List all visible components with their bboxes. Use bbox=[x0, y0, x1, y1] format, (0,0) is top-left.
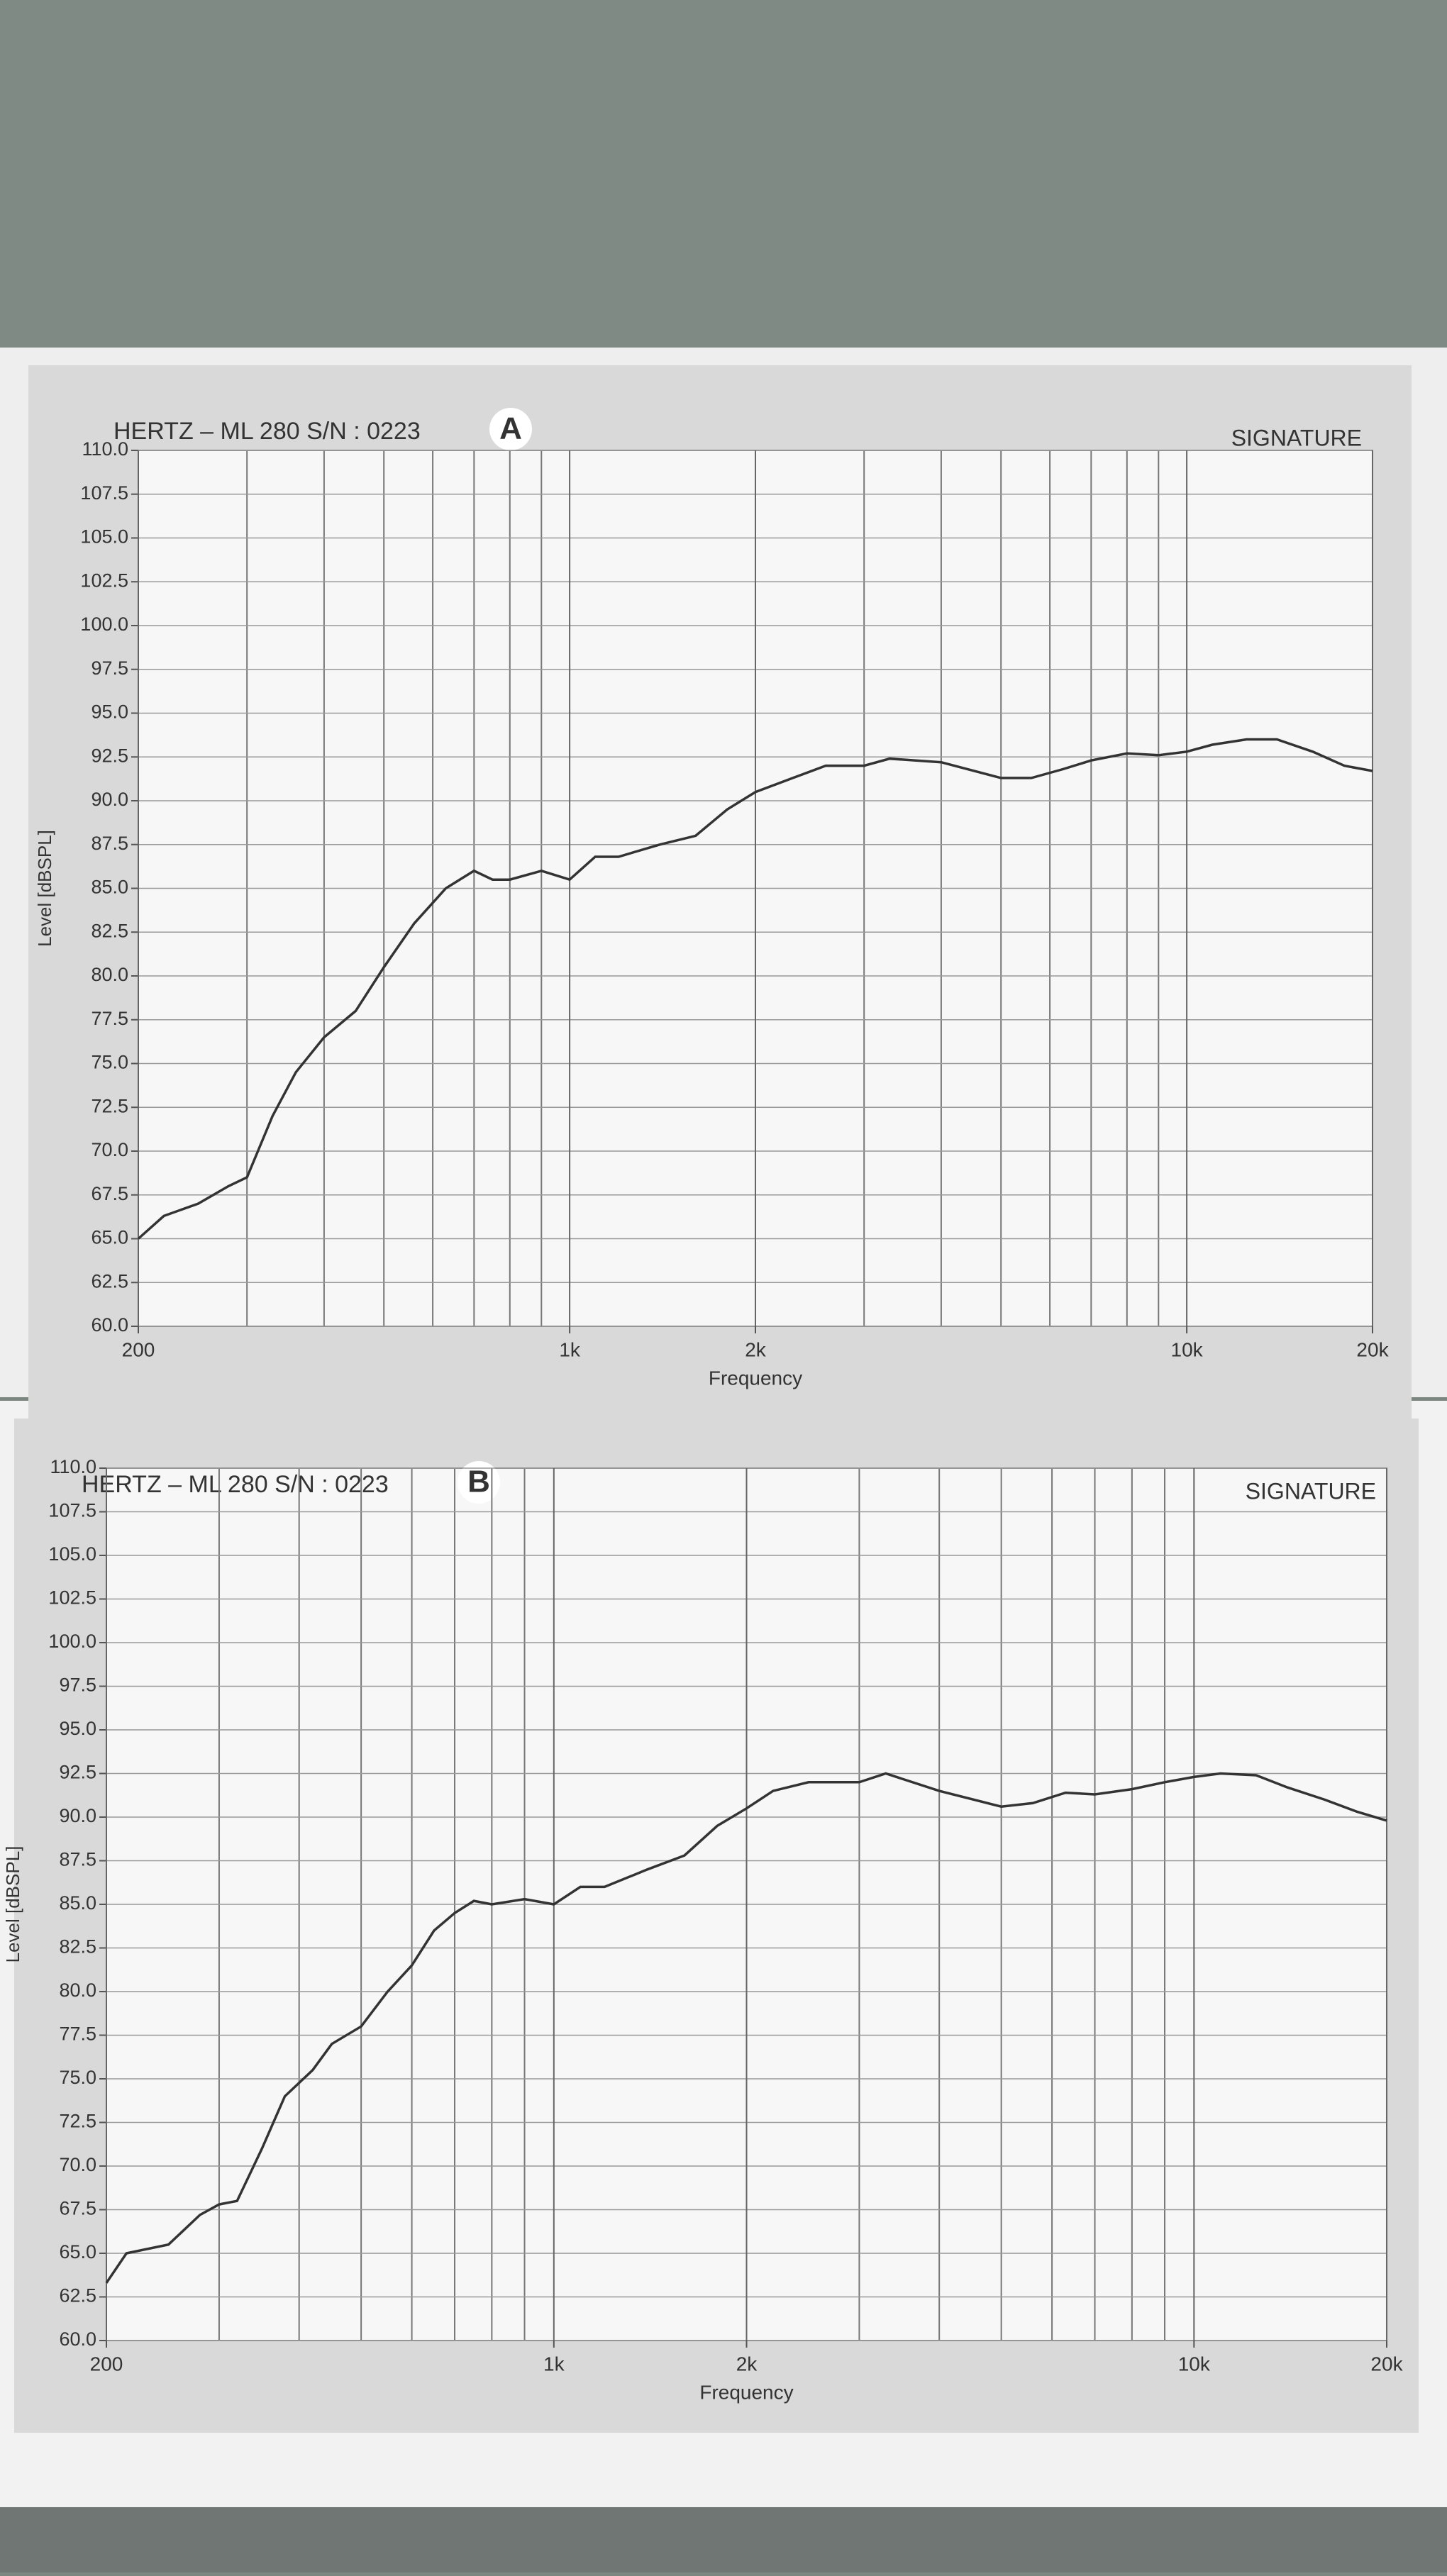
y-tick-label: 80.0 bbox=[59, 1980, 96, 2001]
y-tick-label: 75.0 bbox=[59, 2067, 96, 2088]
x-tick-label: 200 bbox=[122, 1338, 155, 1360]
y-tick-label: 70.0 bbox=[91, 1139, 128, 1160]
x-tick-label: 200 bbox=[90, 2353, 123, 2375]
y-tick-label: 65.0 bbox=[59, 2241, 96, 2263]
x-axis-label: Frequency bbox=[699, 2381, 793, 2403]
response-curve bbox=[105, 1772, 1387, 2284]
x-tick-label: 1k bbox=[559, 1338, 581, 1360]
response-curve bbox=[137, 738, 1373, 1240]
y-tick-label: 75.0 bbox=[91, 1052, 128, 1073]
y-tick-label: 85.0 bbox=[59, 1892, 96, 1914]
y-tick-label: 72.5 bbox=[91, 1095, 128, 1116]
y-tick-label: 102.5 bbox=[80, 570, 128, 591]
y-tick-label: 67.5 bbox=[91, 1183, 128, 1204]
chart-title: HERTZ – ML 280 S/N : 0223 bbox=[82, 1471, 389, 1498]
y-tick-label: 100.0 bbox=[80, 614, 128, 635]
y-tick-label: 105.0 bbox=[80, 526, 128, 548]
y-tick-label: 65.0 bbox=[91, 1227, 128, 1248]
y-tick-label: 102.5 bbox=[48, 1587, 96, 1609]
y-tick-label: 100.0 bbox=[48, 1631, 96, 1652]
y-tick-label: 60.0 bbox=[59, 2328, 96, 2350]
y-tick-label: 60.0 bbox=[91, 1314, 128, 1336]
x-tick-label: 1k bbox=[543, 2353, 565, 2375]
y-tick-label: 110.0 bbox=[50, 1456, 96, 1477]
y-tick-label: 85.0 bbox=[91, 877, 128, 898]
chart-subtitle: SIGNATURE bbox=[1246, 1478, 1376, 1504]
y-tick-label: 95.0 bbox=[59, 1718, 96, 1739]
y-tick-label: 92.5 bbox=[59, 1762, 96, 1783]
x-tick-label: 10k bbox=[1171, 1338, 1204, 1360]
y-tick-label: 77.5 bbox=[91, 1008, 128, 1029]
y-tick-label: 107.5 bbox=[80, 482, 128, 504]
y-tick-label: 82.5 bbox=[91, 920, 128, 941]
y-tick-label: 62.5 bbox=[59, 2285, 96, 2306]
y-tick-label: 72.5 bbox=[59, 2111, 96, 2132]
y-tick-label: 110.0 bbox=[82, 438, 128, 460]
y-tick-label: 82.5 bbox=[59, 1936, 96, 1958]
x-tick-label: 20k bbox=[1356, 1338, 1389, 1360]
x-axis-label: Frequency bbox=[709, 1367, 802, 1389]
y-tick-label: 67.5 bbox=[59, 2198, 96, 2219]
y-tick-label: 80.0 bbox=[91, 964, 128, 985]
y-tick-label: 92.5 bbox=[91, 745, 128, 766]
background bbox=[0, 0, 1447, 355]
y-tick-label: 70.0 bbox=[59, 2154, 96, 2175]
badge-circle bbox=[458, 1461, 500, 1504]
y-tick-label: 107.5 bbox=[48, 1500, 96, 1521]
chart-subtitle: SIGNATURE bbox=[1231, 425, 1362, 450]
y-tick-label: 87.5 bbox=[91, 833, 128, 854]
x-tick-label: 2k bbox=[745, 1338, 767, 1360]
x-tick-label: 10k bbox=[1178, 2353, 1211, 2375]
y-axis-label: Level [dBSPL] bbox=[2, 1846, 23, 1963]
badge-circle bbox=[489, 408, 532, 450]
y-tick-label: 90.0 bbox=[59, 1805, 96, 1826]
badge: A bbox=[499, 411, 522, 446]
y-tick-label: 95.0 bbox=[91, 701, 128, 723]
y-tick-label: 77.5 bbox=[59, 2023, 96, 2045]
y-tick-label: 87.5 bbox=[59, 1849, 96, 1870]
y-tick-label: 97.5 bbox=[91, 657, 128, 679]
chart-title: HERTZ – ML 280 S/N : 0223 bbox=[113, 418, 421, 445]
y-tick-label: 62.5 bbox=[91, 1270, 128, 1292]
y-axis-label: Level [dBSPL] bbox=[34, 830, 55, 947]
badge: B bbox=[467, 1465, 490, 1499]
y-tick-label: 90.0 bbox=[91, 789, 128, 810]
x-tick-label: 2k bbox=[736, 2353, 758, 2375]
y-tick-label: 97.5 bbox=[59, 1675, 96, 1696]
y-tick-label: 105.0 bbox=[48, 1543, 96, 1565]
x-tick-label: 20k bbox=[1370, 2353, 1403, 2375]
background bbox=[0, 2507, 1447, 2572]
